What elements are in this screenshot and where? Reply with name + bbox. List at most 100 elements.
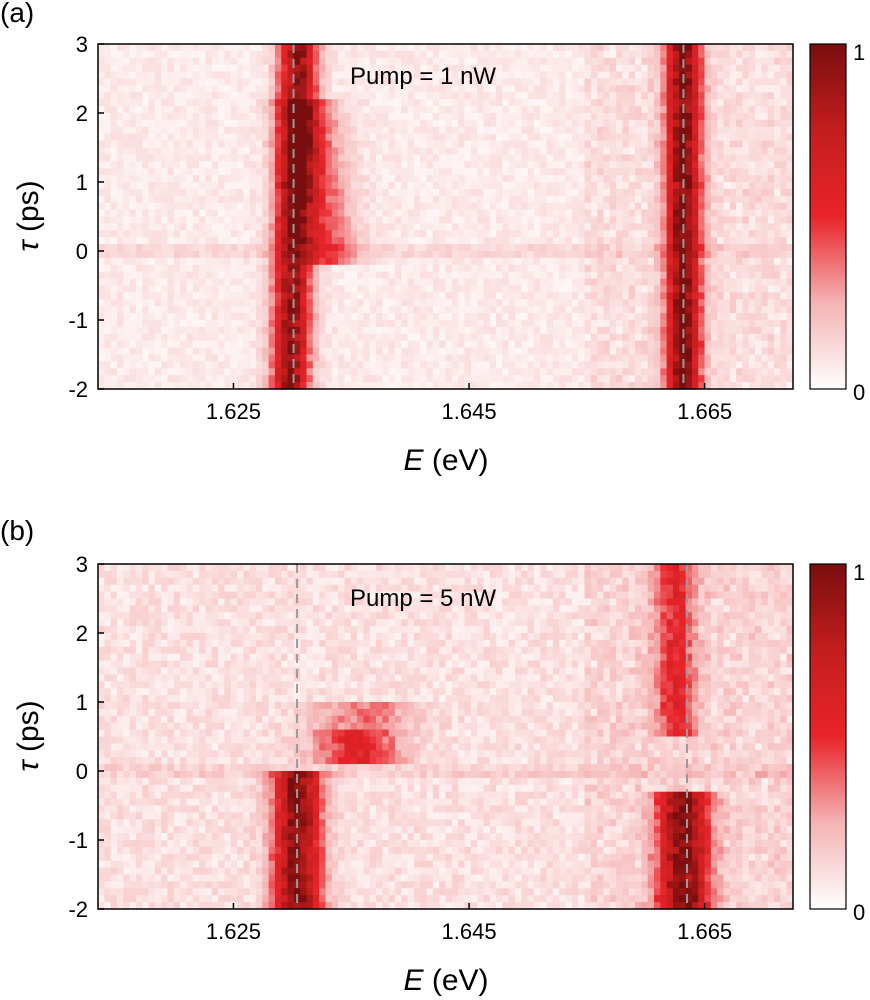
heatmap-cell — [129, 147, 137, 155]
heatmap-cell — [350, 119, 358, 128]
heatmap-cell — [654, 78, 661, 86]
heatmap-cell — [262, 340, 270, 349]
heatmap-cell — [224, 340, 232, 349]
heatmap-cell — [755, 44, 763, 52]
heatmap-cell — [142, 278, 150, 287]
heatmap-cell — [496, 230, 503, 238]
heatmap-cell — [230, 333, 238, 342]
heatmap-cell — [154, 147, 162, 155]
heatmap-cell — [559, 313, 567, 321]
heatmap-cell — [186, 85, 194, 93]
heatmap-cell — [710, 223, 718, 231]
heatmap-cell — [496, 85, 503, 93]
heatmap-cell — [281, 333, 289, 342]
heatmap-cell — [382, 299, 390, 307]
heatmap-cell — [319, 223, 327, 231]
heatmap-cell — [325, 223, 333, 231]
heatmap-cell — [420, 106, 428, 114]
heatmap-cell — [199, 182, 207, 190]
heatmap-cell — [571, 251, 579, 259]
heatmap-cell — [224, 71, 232, 80]
heatmap-cell — [243, 202, 251, 211]
heatmap-cell — [401, 230, 409, 238]
heatmap-cell — [458, 168, 466, 176]
heatmap-cell — [685, 278, 693, 287]
heatmap-cell — [748, 195, 756, 204]
heatmap-cell — [224, 50, 232, 59]
heatmap-cell — [218, 340, 225, 349]
heatmap-cell — [729, 113, 737, 121]
heatmap-cell — [199, 202, 207, 211]
heatmap-cell — [243, 244, 251, 252]
heatmap-cell — [186, 182, 194, 190]
heatmap-cell — [691, 299, 699, 307]
heatmap-cell — [211, 147, 219, 155]
heatmap-cell — [173, 85, 181, 93]
heatmap-cell — [748, 333, 756, 342]
heatmap-cell — [483, 251, 491, 259]
heatmap-cell — [186, 278, 194, 287]
heatmap-cell — [262, 306, 270, 314]
heatmap-cell — [382, 92, 390, 100]
heatmap-cell — [376, 195, 383, 204]
heatmap-cell — [161, 292, 169, 300]
heatmap-cell — [116, 119, 124, 128]
heatmap-cell — [578, 154, 586, 162]
heatmap-cell — [578, 209, 586, 218]
heatmap-cell — [660, 244, 668, 252]
heatmap-cell — [306, 126, 314, 135]
heatmap-cell — [483, 147, 491, 155]
heatmap-cell — [224, 133, 232, 142]
heatmap-cell — [104, 237, 112, 245]
heatmap-cell — [729, 85, 737, 93]
heatmap-cell — [281, 182, 289, 190]
heatmap-cell — [218, 113, 225, 121]
heatmap-cell — [477, 119, 485, 128]
heatmap-cell — [249, 168, 257, 176]
heatmap-cell — [350, 44, 358, 52]
heatmap-cell — [672, 209, 680, 218]
heatmap-cell — [603, 223, 611, 231]
heatmap-cell — [224, 271, 232, 280]
heatmap-cell — [98, 133, 105, 142]
heatmap-cell — [432, 195, 440, 204]
heatmap-cell — [552, 340, 560, 349]
heatmap-cell — [540, 244, 548, 252]
heatmap-cell — [685, 244, 693, 252]
heatmap-cell — [647, 113, 655, 121]
heatmap-cell — [426, 209, 434, 218]
heatmap-cell — [98, 354, 105, 362]
heatmap-cell — [173, 99, 181, 107]
heatmap-cell — [230, 326, 238, 335]
heatmap-cell — [300, 57, 308, 66]
heatmap-cell — [616, 202, 624, 211]
heatmap-cell — [641, 44, 649, 52]
heatmap-cell — [331, 257, 339, 266]
heatmap-cell — [521, 175, 529, 183]
heatmap-cell — [129, 140, 137, 149]
heatmap-cell — [243, 147, 251, 155]
heatmap-cell — [192, 106, 200, 114]
heatmap-cell — [641, 119, 649, 128]
heatmap-cell — [780, 333, 788, 342]
heatmap-cell — [704, 188, 712, 197]
heatmap-cell — [786, 202, 794, 211]
heatmap-cell — [401, 64, 409, 73]
heatmap-cell — [218, 99, 225, 107]
heatmap-cell — [199, 92, 207, 100]
heatmap-cell — [565, 44, 573, 52]
heatmap-cell — [786, 326, 794, 335]
heatmap-cell — [293, 195, 301, 204]
heatmap-cell — [723, 313, 731, 321]
heatmap-cell — [489, 64, 497, 73]
heatmap-cell — [780, 230, 788, 238]
heatmap-cell — [527, 119, 535, 128]
heatmap-cell — [685, 347, 693, 356]
heatmap-cell — [628, 57, 636, 66]
heatmap-cell — [224, 182, 232, 190]
heatmap-cell — [496, 154, 503, 162]
heatmap-cell — [123, 257, 131, 266]
heatmap-cell — [546, 175, 554, 183]
heatmap-cell — [218, 271, 225, 280]
heatmap-cell — [647, 271, 655, 280]
